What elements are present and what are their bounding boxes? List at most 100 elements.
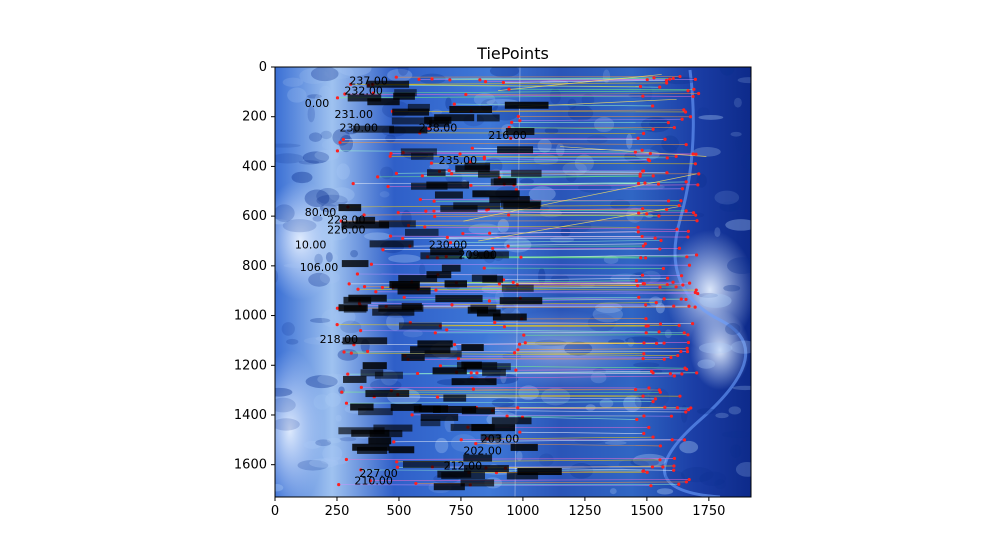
terrain-patch: [698, 114, 724, 120]
terrain-patch: [498, 404, 518, 414]
tie-point: [410, 413, 414, 417]
terrain-patch: [302, 151, 330, 164]
terrain-patch: [714, 190, 740, 205]
tie-point: [691, 211, 696, 215]
tie-point: [642, 469, 646, 473]
tie-line: [450, 240, 662, 243]
tie-point: [697, 91, 701, 96]
tie-point: [338, 140, 342, 145]
tie-point: [506, 244, 510, 248]
terrain-patch: [633, 362, 660, 368]
tie-point: [386, 184, 390, 189]
tie-point: [642, 431, 646, 436]
tie-point: [471, 387, 475, 391]
terrain-patch: [297, 459, 329, 471]
terrain-patch: [332, 374, 339, 387]
terrain-patch: [698, 292, 718, 298]
x-tick-label: 750: [449, 504, 474, 519]
tie-point: [368, 479, 373, 483]
tie-point: [652, 76, 656, 80]
label-overlap: [407, 103, 430, 111]
terrain-patch: [334, 308, 356, 326]
terrain-patch: [696, 408, 716, 415]
tie-point: [445, 328, 449, 332]
tie-point: [482, 266, 486, 270]
x-tick-label: 0: [271, 504, 279, 519]
label-overlap: [347, 94, 382, 102]
terrain-patch: [604, 440, 627, 446]
tie-point: [671, 76, 675, 81]
label-overlap: [432, 405, 477, 413]
terrain-patch: [434, 437, 449, 454]
label-overlap: [397, 287, 431, 295]
terrain-patch: [275, 204, 295, 222]
tie-point: [417, 77, 421, 81]
point-label: 212.00: [444, 460, 483, 473]
tie-point: [693, 290, 697, 295]
label-overlap: [368, 437, 392, 445]
label-overlap: [432, 367, 467, 375]
point-label: 237.00: [349, 74, 388, 87]
tie-point: [514, 368, 518, 372]
tie-point: [647, 425, 651, 430]
terrain-patch: [387, 68, 413, 82]
terrain-patch: [275, 153, 305, 164]
tie-point: [395, 465, 400, 469]
tie-line: [451, 302, 657, 306]
label-overlap: [464, 162, 491, 170]
terrain-patch: [528, 186, 556, 202]
label-overlap: [506, 472, 539, 480]
tie-point: [662, 357, 666, 361]
label-overlap: [478, 170, 500, 178]
tie-point: [697, 172, 701, 176]
terrain-patch: [649, 118, 668, 129]
terrain-patch: [340, 320, 362, 334]
tie-point: [678, 394, 682, 398]
point-label: 0.00: [305, 97, 330, 110]
terrain-patch: [719, 67, 735, 76]
terrain-patch: [727, 257, 751, 275]
tie-point: [658, 390, 662, 394]
terrain-patch: [735, 461, 751, 477]
label-overlap: [434, 114, 475, 122]
terrain-patch: [309, 458, 339, 468]
tie-point: [478, 78, 482, 82]
terrain-patch: [275, 143, 301, 148]
tie-line: [503, 277, 668, 281]
terrain-patch: [587, 313, 616, 332]
tie-point: [641, 131, 646, 136]
tie-point: [447, 169, 451, 173]
terrain-patch: [317, 373, 348, 386]
tie-point: [686, 89, 690, 93]
tie-point: [651, 400, 655, 404]
label-overlap: [463, 454, 493, 462]
tie-line: [519, 118, 683, 121]
terrain-patch: [364, 232, 391, 241]
label-overlap: [369, 430, 403, 438]
tie-point: [672, 374, 676, 378]
tie-point: [672, 464, 676, 468]
tie-point: [438, 364, 443, 368]
terrain-patch: [316, 187, 340, 205]
tie-point: [665, 276, 670, 280]
terrain-patch: [318, 85, 332, 103]
tie-line: [475, 443, 661, 447]
tie-point: [668, 372, 672, 376]
terrain-patch: [491, 398, 515, 408]
label-overlap: [400, 148, 437, 156]
point-label: 202.00: [463, 445, 502, 458]
terrain-patch: [336, 163, 350, 180]
label-overlap: [341, 221, 390, 229]
tie-point: [692, 87, 696, 91]
label-overlap: [517, 468, 562, 476]
label-overlap: [472, 190, 520, 198]
label-overlap: [468, 252, 495, 260]
terrain-patch: [308, 272, 330, 287]
tie-point: [658, 322, 663, 326]
tie-point: [663, 137, 667, 141]
tie-point: [427, 126, 431, 130]
tie-line: [471, 372, 682, 375]
tie-point: [641, 169, 646, 173]
